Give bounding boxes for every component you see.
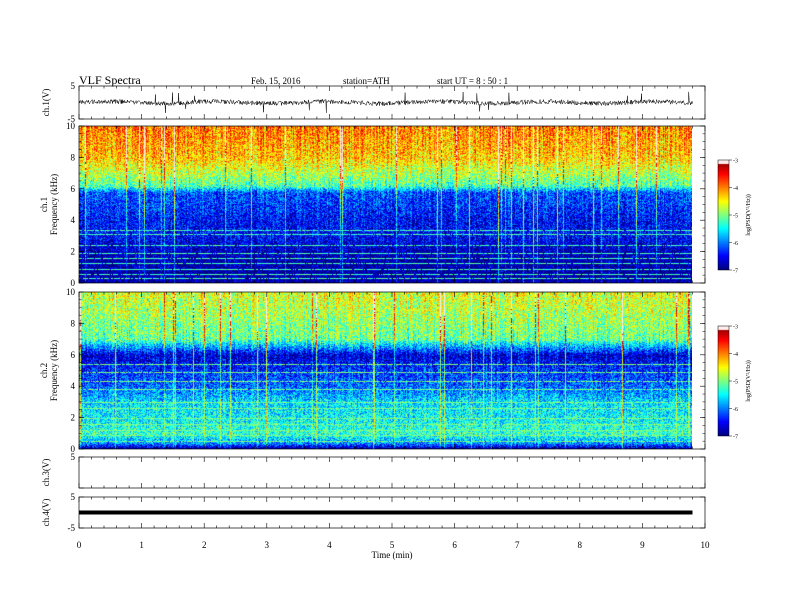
x-tick-label: 2 (202, 540, 207, 550)
x-tick-label: 3 (265, 540, 270, 550)
colorbar-tick-label: -7 (733, 435, 738, 441)
date-label: Feb. 15, 2016 (251, 76, 301, 86)
ch3-waveform-panel: ch.3(V) 5 (41, 452, 706, 489)
y-tick-label: -5 (68, 523, 76, 533)
x-axis-ticks (78, 292, 706, 449)
x-tick-label: 9 (640, 540, 645, 550)
y-tick-label: 5 (71, 81, 76, 91)
y-tick-label: 4 (71, 215, 76, 225)
station-label: station=ATH (343, 76, 390, 86)
ch1-waveform-trace (78, 91, 693, 113)
x-axis-ticks (78, 126, 706, 283)
ch2-spectrogram-ylabel: Frequency (kHz) (49, 340, 59, 401)
y-tick-label: 2 (71, 247, 76, 257)
ch3-waveform-ylabel: ch.3(V) (41, 459, 51, 487)
y-tick-label: 6 (71, 350, 76, 360)
colorbar-tick-label: -3 (733, 159, 738, 165)
colorbar-gradient (718, 160, 729, 270)
ch2-spectrogram-colorbar: -3 -4 -5 -6 -7 log(PSD(V²/Hz)) (717, 325, 752, 441)
chart-title: VLF Spectra (79, 73, 141, 87)
x-tick-label: 7 (515, 540, 520, 550)
ch4-waveform-panel: ch.4(V) 5 -5 (41, 492, 706, 533)
colorbar-tick-label: -7 (733, 269, 738, 275)
ch1-spectrogram-panel: -3 -4 -5 -6 -7 log(PSD(V²/Hz)) ch.1 Frequency (… (39, 121, 752, 288)
y-tick-label: 8 (71, 152, 76, 162)
y-tick-label: 6 (71, 184, 76, 194)
x-tick-label: 1 (139, 540, 144, 550)
ch4-waveform-ylabel: ch.4(V) (41, 499, 51, 527)
colorbar-tick-label: -6 (733, 241, 738, 247)
x-axis-ticks (78, 497, 706, 528)
x-tick-label: 4 (327, 540, 332, 550)
ch1-spectrogram-colorbar: -3 -4 -5 -6 -7 log(PSD(V²/Hz)) (717, 159, 752, 275)
colorbar-label: log(PSD(V²/Hz)) (745, 360, 752, 401)
x-tick-label: 6 (452, 540, 457, 550)
colorbar-tick-label: -6 (733, 407, 738, 413)
ch1-waveform-ylabel: ch.1(V) (41, 89, 51, 117)
start-time-label: start UT = 8 : 50 : 1 (437, 76, 509, 86)
colorbar-tick-label: -4 (733, 352, 738, 358)
y-tick-label: 8 (71, 318, 76, 328)
x-axis-ticks (78, 86, 706, 119)
ch1-spectrogram-image (79, 126, 692, 283)
ch1-spectrogram-ylabel: Frequency (kHz) (49, 174, 59, 235)
x-tick-label: 0 (77, 540, 82, 550)
x-axis-label: Time (min) (372, 550, 413, 560)
ch2-spectrogram-panel: -3 -4 -5 -6 -7 log(PSD(V²/Hz)) ch.2 Frequency (… (39, 287, 752, 454)
y-tick-label: 0 (71, 278, 76, 288)
y-tick-label: -5 (68, 114, 76, 124)
y-tick-label: 4 (71, 381, 76, 391)
x-tick-label: 8 (578, 540, 583, 550)
x-axis-ticks (78, 457, 706, 488)
colorbar-tick-label: -5 (733, 214, 738, 220)
ch4-waveform-trace (79, 510, 693, 515)
y-tick-label: 2 (71, 413, 76, 423)
y-tick-label: 10 (66, 121, 76, 131)
colorbar-label: log(PSD(V²/Hz)) (745, 194, 752, 235)
y-tick-label: 5 (71, 452, 76, 462)
x-tick-label: 10 (701, 540, 711, 550)
ch1-spectrogram-channel-label: ch.1 (39, 197, 49, 212)
ch1-waveform-panel: ch.1(V) 5 -5 (41, 81, 706, 124)
colorbar-gradient (718, 326, 729, 436)
ch2-spectrogram-image (79, 292, 692, 449)
y-tick-label: 0 (71, 444, 76, 454)
colorbar-tick-label: -5 (733, 380, 738, 386)
y-tick-label: 10 (66, 287, 76, 297)
y-tick-label: 5 (71, 492, 76, 502)
x-tick-label: 5 (390, 540, 395, 550)
colorbar-tick-label: -4 (733, 186, 738, 192)
colorbar-tick-label: -3 (733, 325, 738, 331)
ch2-spectrogram-channel-label: ch.2 (39, 363, 49, 378)
